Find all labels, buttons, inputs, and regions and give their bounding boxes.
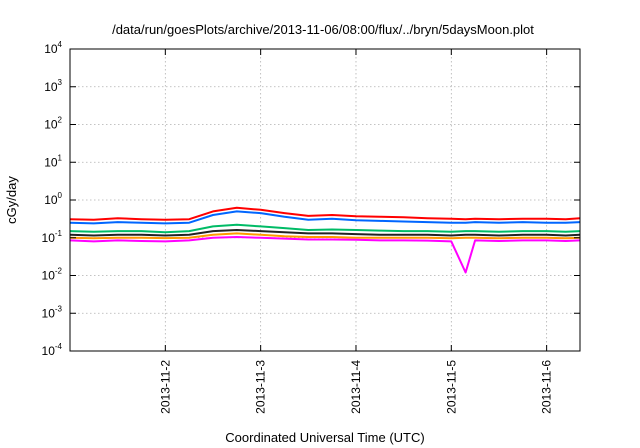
series-line-3 <box>69 223 581 234</box>
y-tick-label: 101 <box>44 153 62 169</box>
y-tick-label: 10-3 <box>42 304 63 320</box>
x-tick-label: 2013-11-3 <box>254 360 268 414</box>
series-line-5 <box>69 232 581 240</box>
series-group <box>69 206 581 274</box>
y-tick-label: 103 <box>44 78 62 94</box>
series-line-2 <box>69 210 581 225</box>
x-axis: 2013-11-2 2013-11-3 2013-11-4 2013-11-5 2013… <box>158 49 554 414</box>
y-axis-label: cGy/day <box>4 176 19 224</box>
series-line-1 <box>69 206 581 221</box>
x-axis-label: Coordinated Universal Time (UTC) <box>225 430 424 445</box>
x-tick-label: 2013-11-5 <box>444 360 458 414</box>
y-axis: 10-4 10-3 10-2 10-1 100 101 102 103 104 <box>42 40 580 358</box>
series-line-6 <box>69 236 581 274</box>
x-tick-label: 2013-11-4 <box>349 360 363 414</box>
y-tick-label: 10-1 <box>42 229 63 245</box>
grid <box>70 49 580 351</box>
y-tick-label: 10-4 <box>42 342 63 358</box>
y-tick-label: 100 <box>44 191 62 207</box>
x-tick-label: 2013-11-6 <box>540 360 554 414</box>
y-tick-label: 102 <box>44 116 62 132</box>
chart-title: /data/run/goesPlots/archive/2013-11-06/0… <box>112 22 534 37</box>
x-tick-label: 2013-11-2 <box>158 360 172 414</box>
y-tick-label: 104 <box>44 40 62 56</box>
y-tick-label: 10-2 <box>42 267 63 283</box>
series-line-4 <box>69 229 581 237</box>
